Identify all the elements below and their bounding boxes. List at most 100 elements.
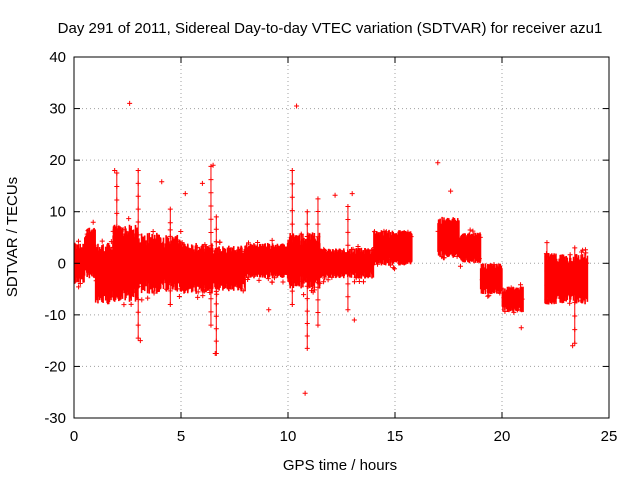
data-point (545, 299, 551, 305)
outlier-point (349, 191, 355, 197)
spike-point (114, 210, 120, 216)
spike-point (315, 221, 321, 227)
spike-point (208, 230, 214, 236)
data-point (150, 229, 156, 235)
data-point (553, 261, 559, 267)
data-point (558, 295, 564, 301)
data-point (387, 262, 393, 268)
spike-point (289, 302, 295, 308)
data-point (497, 290, 503, 296)
data-point (250, 268, 256, 274)
data-point (346, 265, 352, 271)
data-point (281, 245, 287, 251)
data-point (492, 280, 498, 286)
data-point (230, 267, 236, 273)
spike-point (135, 167, 141, 173)
outlier-point (182, 191, 188, 197)
data-band (437, 216, 460, 259)
spike-point (135, 180, 141, 186)
data-point (461, 243, 467, 249)
data-point (457, 263, 463, 269)
data-point (491, 262, 497, 268)
chart-title: Day 291 of 2011, Sidereal Day-to-day VTE… (58, 20, 603, 37)
y-tick-label: 0 (58, 255, 66, 272)
spike-point (167, 261, 173, 267)
outlier-point (266, 307, 272, 313)
spike-point (289, 275, 295, 281)
outlier-point (112, 167, 118, 173)
data-point (197, 248, 203, 254)
spike-point (135, 206, 141, 212)
spike-point (208, 203, 214, 209)
outlier-point (199, 180, 205, 186)
data-point (151, 248, 157, 254)
data-point (86, 254, 92, 260)
spike-point (315, 196, 321, 202)
data-point (389, 257, 395, 263)
data-point (467, 239, 473, 245)
spike-point (304, 221, 310, 227)
x-tick-label: 20 (494, 428, 511, 445)
data-point (371, 229, 377, 235)
spike-point (213, 301, 219, 307)
spike-point (572, 258, 578, 264)
x-tick-label: 5 (177, 428, 185, 445)
data-point (511, 309, 517, 315)
data-point (100, 276, 106, 282)
spike-point (213, 264, 219, 270)
data-point (563, 286, 569, 292)
data-band (351, 247, 375, 279)
data-point (179, 240, 185, 246)
data-point (255, 239, 261, 245)
data-point (514, 287, 520, 293)
data-point (126, 282, 132, 288)
data-point (230, 261, 236, 267)
spike-point (135, 258, 141, 264)
data-point (223, 283, 229, 289)
data-point (148, 278, 154, 284)
data-point (408, 234, 414, 240)
data-point (246, 274, 252, 280)
spike-point (315, 310, 321, 316)
spike-point (114, 184, 120, 190)
data-point (502, 308, 508, 314)
data-point (151, 262, 157, 268)
data-point (180, 242, 186, 248)
data-point (554, 289, 560, 295)
data-point (469, 240, 475, 246)
spike-point (135, 322, 141, 328)
spike-point (114, 251, 120, 257)
data-point (227, 256, 233, 262)
data-point (470, 228, 476, 234)
data-point (164, 286, 170, 292)
data-point (126, 216, 132, 222)
spike-point (114, 237, 120, 243)
spike-point (345, 307, 351, 313)
data-point (472, 235, 478, 241)
data-point (120, 227, 126, 233)
spike-point (315, 208, 321, 214)
data-point (519, 296, 525, 302)
spike-point (345, 281, 351, 287)
data-point (515, 307, 521, 313)
data-point (510, 304, 516, 310)
data-point (557, 290, 563, 296)
data-point (246, 240, 252, 246)
data-point (398, 250, 404, 256)
data-point (452, 234, 458, 240)
spike-point (345, 242, 351, 248)
spike-point (304, 246, 310, 252)
data-point (128, 301, 134, 307)
spike-point (167, 206, 173, 212)
data-point (253, 261, 259, 267)
data-point (200, 293, 206, 299)
data-point (260, 246, 266, 252)
data-point (350, 246, 356, 252)
data-point (463, 238, 469, 244)
data-band (501, 286, 524, 313)
data-point (160, 249, 166, 255)
data-point (327, 251, 333, 257)
outlier-point (137, 338, 143, 344)
data-point (467, 227, 473, 233)
